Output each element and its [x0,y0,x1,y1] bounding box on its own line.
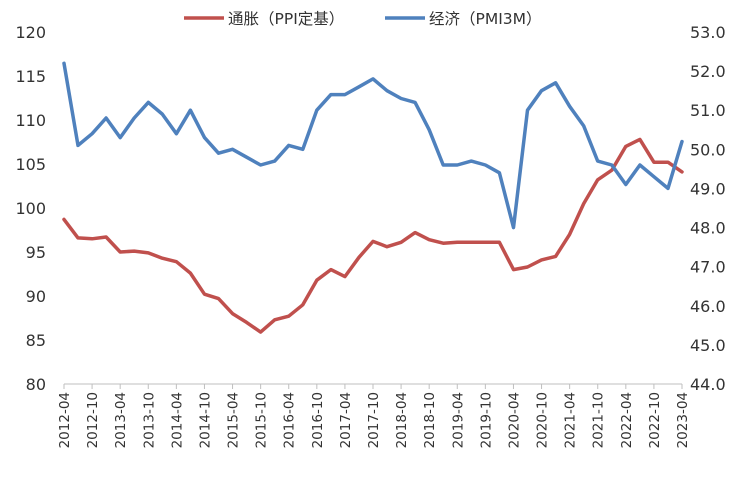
right-tick-label: 47.0 [690,258,726,277]
left-tick-label: 105 [15,155,46,174]
left-tick-label: 115 [15,67,46,86]
x-tick-label: 2020-04 [506,392,522,448]
left-tick-label: 110 [15,111,46,130]
right-tick-label: 46.0 [690,297,726,316]
left-tick-label: 90 [26,287,46,306]
x-tick-label: 2020-10 [535,392,551,448]
x-tick-label: 2015-04 [226,392,242,448]
left-tick-label: 85 [26,331,46,350]
x-tick-label: 2019-04 [450,392,466,448]
x-tick-label: 2012-10 [85,392,101,448]
x-tick-label: 2021-10 [591,392,607,448]
left-tick-label: 80 [26,375,46,394]
right-tick-label: 48.0 [690,219,726,238]
x-tick-label: 2017-10 [366,392,382,448]
right-tick-label: 49.0 [690,179,726,198]
x-tick-label: 2022-10 [647,392,663,448]
legend-label-inflation: 通胀（PPI定基） [228,10,344,28]
x-tick-label: 2019-10 [478,392,494,448]
x-tick-label: 2018-04 [394,392,410,448]
left-tick-label: 100 [15,199,46,218]
x-tick-label: 2012-04 [57,392,73,448]
x-tick-label: 2016-04 [282,392,298,448]
series-layer [62,61,684,334]
right-tick-label: 50.0 [690,140,726,159]
x-tick-label: 2023-04 [675,392,691,448]
x-tick-label: 2014-04 [169,392,185,448]
x-tick-label: 2022-04 [619,392,635,448]
legend: 通胀（PPI定基） 经济（PMI3M） [184,10,542,28]
x-tick-label: 2015-10 [254,392,270,448]
x-axis: 2012-04 2012-10 2013-04 2013-10 2014-04 2014-… [57,383,691,448]
right-tick-label: 44.0 [690,375,726,394]
left-tick-label: 120 [15,23,46,42]
left-tick-label: 95 [26,243,46,262]
x-tick-label: 2013-04 [113,392,129,448]
right-tick-label: 51.0 [690,101,726,120]
series-line-economy [62,61,684,230]
right-tick-label: 53.0 [690,23,726,42]
x-tick-label: 2021-04 [563,392,579,448]
right-axis: 44.0 45.0 46.0 47.0 48.0 49.0 50.0 51.0 52.0 53.0 [690,23,726,394]
right-tick-label: 52.0 [690,62,726,81]
x-tick-label: 2017-04 [338,392,354,448]
x-tick-label: 2018-10 [422,392,438,448]
x-tick-label: 2014-10 [197,392,213,448]
x-tick-label: 2016-10 [310,392,326,448]
left-axis: 80 85 90 95 100 105 110 115 120 [15,23,46,394]
series-line-inflation [62,137,684,334]
right-tick-label: 45.0 [690,336,726,355]
x-tick-label: 2013-10 [141,392,157,448]
legend-label-economy: 经济（PMI3M） [429,10,542,28]
